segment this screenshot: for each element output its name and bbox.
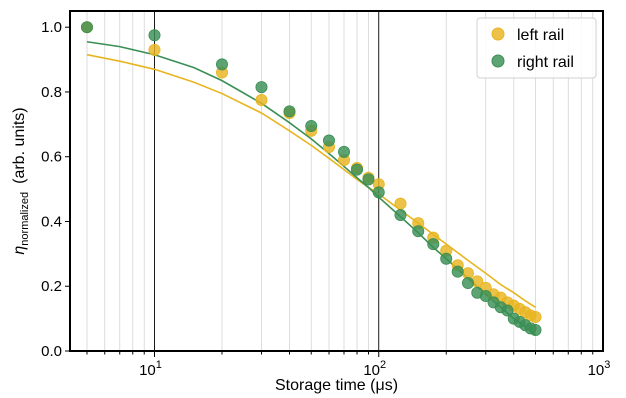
y-tick-label: 0.6 <box>41 149 62 166</box>
data-point-right-rail <box>529 323 542 336</box>
data-point-right-rail <box>427 238 440 251</box>
data-point-right-rail <box>440 252 453 265</box>
legend-marker-left-rail <box>491 27 505 41</box>
x-axis-title: Storage time (μs) <box>275 377 398 394</box>
x-tick-exponent: 1 <box>156 359 162 371</box>
legend-marker-right-rail <box>491 54 505 68</box>
x-tick-labels: 101 102 103 <box>139 359 610 379</box>
x-tick-base: 10 <box>363 362 380 379</box>
y-tick-label: 0.0 <box>41 343 62 360</box>
data-point-left-rail <box>529 310 542 323</box>
x-tick-exponent: 3 <box>604 359 610 371</box>
data-point-right-rail <box>305 119 318 132</box>
data-point-right-rail <box>394 208 407 221</box>
data-point-right-rail <box>148 29 161 42</box>
y-tick-label: 1.0 <box>41 19 62 36</box>
data-point-right-rail <box>479 289 492 302</box>
data-point-right-rail <box>351 163 364 176</box>
data-point-right-rail <box>461 276 474 289</box>
legend: left rail right rail <box>476 17 597 79</box>
data-point-right-rail <box>338 145 351 158</box>
y-tick-label: 0.2 <box>41 278 62 295</box>
y-tick-labels: 0.0 0.2 0.4 0.6 0.8 1.0 <box>41 19 62 360</box>
y-axis-subscript: normalized <box>19 192 31 246</box>
x-tick-label: 102 <box>363 359 386 379</box>
x-tick-base: 10 <box>139 362 156 379</box>
data-point-right-rail <box>362 173 375 186</box>
data-point-right-rail <box>501 304 514 317</box>
plot-frame <box>69 10 604 352</box>
legend-label-right-rail: right rail <box>517 54 574 71</box>
data-points <box>80 21 542 336</box>
y-axis-title: ηnormalized (arb. units) <box>11 107 31 254</box>
data-point-right-rail <box>451 265 464 278</box>
y-axis-units: (arb. units) <box>11 107 28 183</box>
y-tick-label: 0.8 <box>41 84 62 101</box>
y-tick-label: 0.4 <box>41 213 62 230</box>
x-tick-label: 103 <box>588 359 611 379</box>
axis-ticks <box>65 26 594 357</box>
data-point-right-rail <box>283 105 296 118</box>
x-tick-exponent: 2 <box>380 359 386 371</box>
data-point-left-rail <box>394 197 407 210</box>
y-axis-eta: η <box>11 246 28 255</box>
data-point-right-rail <box>372 186 385 199</box>
data-point-right-rail <box>80 21 93 34</box>
legend-box <box>476 17 597 79</box>
data-point-left-rail <box>148 43 161 56</box>
x-tick-label: 101 <box>139 359 162 379</box>
data-point-right-rail <box>255 81 268 94</box>
data-point-right-rail <box>412 225 425 238</box>
x-tick-base: 10 <box>588 362 605 379</box>
legend-label-left-rail: left rail <box>517 27 564 44</box>
data-point-left-rail <box>255 94 268 107</box>
data-point-right-rail <box>215 58 228 71</box>
data-point-right-rail <box>322 134 335 147</box>
